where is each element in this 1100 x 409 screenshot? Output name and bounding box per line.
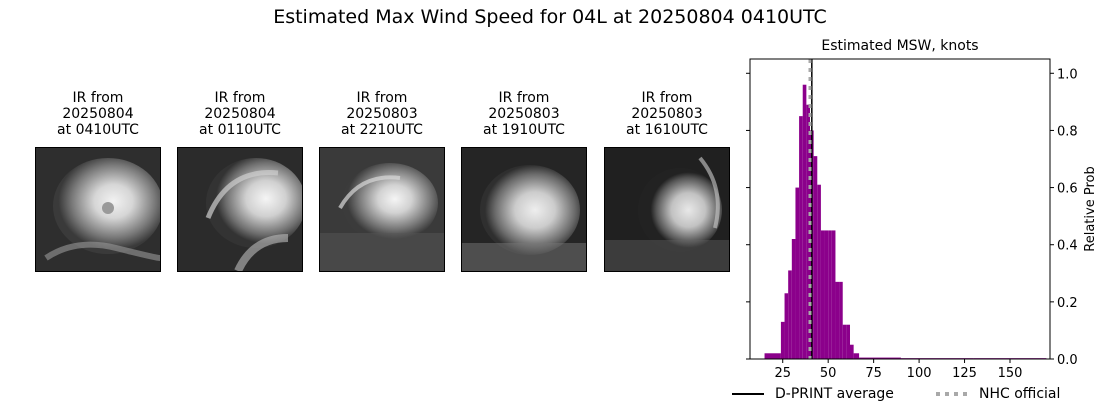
histogram-bar <box>859 357 901 359</box>
x-tick-label: 150 <box>998 366 1023 381</box>
histogram-bar <box>824 230 829 359</box>
histogram-bar <box>828 230 832 359</box>
histogram-bar <box>820 230 825 359</box>
ir-image-4 <box>461 147 587 272</box>
panel-title-line: 20250803 <box>631 106 703 122</box>
y-tick-label: 1.0 <box>1057 67 1078 82</box>
histogram-bar <box>799 116 803 360</box>
histogram-bar <box>831 230 836 359</box>
y-tick-label: 0.2 <box>1057 296 1078 311</box>
panel-title-line: at 1910UTC <box>483 122 565 138</box>
panel-title-line: 20250803 <box>346 106 418 122</box>
x-tick-label: 125 <box>952 366 977 381</box>
histogram-bar <box>795 187 800 359</box>
histogram-bar <box>835 281 840 359</box>
x-tick-label: 50 <box>820 366 837 381</box>
panel-title-line: IR from <box>641 90 693 106</box>
y-tick-label: 0.8 <box>1057 124 1078 139</box>
panel-title-line: IR from <box>498 90 550 106</box>
panel-title-line: at 1610UTC <box>626 122 708 138</box>
ir-image-1 <box>35 147 161 272</box>
panel-title-line: 20250804 <box>62 106 134 122</box>
chart-title: Estimated MSW, knots <box>821 38 978 54</box>
ir-image-2 <box>177 147 303 272</box>
histogram-bar <box>806 104 810 359</box>
histogram-bar <box>802 84 807 359</box>
y-tick-label: 0.0 <box>1057 353 1078 368</box>
panel-title-4: IR from 20250803 at 1910UTC <box>461 90 587 138</box>
histogram-bar <box>780 321 785 359</box>
x-tick-label: 25 <box>774 366 791 381</box>
panel-title-line: IR from <box>356 90 408 106</box>
legend-label: D-PRINT average <box>775 386 894 402</box>
histogram-bar <box>791 239 796 359</box>
figure-title: Estimated Max Wind Speed for 04L at 2025… <box>273 6 827 28</box>
panel-title-line: IR from <box>72 90 124 106</box>
y-axis-label: Relative Prob <box>1083 166 1098 251</box>
panel-title-1: IR from 20250804 at 0410UTC <box>35 90 161 138</box>
plot-frame <box>749 58 1051 360</box>
legend-dprint: D-PRINT average <box>732 386 894 402</box>
legend-dotted-line-icon <box>936 392 968 396</box>
panel-title-line: IR from <box>214 90 266 106</box>
histogram-bar <box>850 344 854 359</box>
panel-title-3: IR from 20250803 at 2210UTC <box>319 90 445 138</box>
histogram-bar <box>846 324 850 359</box>
panel-title-5: IR from 20250803 at 1610UTC <box>604 90 730 138</box>
panel-title-line: 20250803 <box>488 106 560 122</box>
panel-title-line: 20250804 <box>204 106 276 122</box>
histogram-bar <box>839 281 843 359</box>
histogram-bar <box>764 353 781 359</box>
x-tick-label: 100 <box>907 366 932 381</box>
histogram-bar <box>788 270 792 359</box>
x-tick-label: 75 <box>865 366 882 381</box>
panel-title-line: at 0410UTC <box>57 122 139 138</box>
y-tick-label: 0.4 <box>1057 239 1078 254</box>
histogram-bar <box>817 184 821 359</box>
panel-title-line: at 0110UTC <box>199 122 281 138</box>
panel-title-2: IR from 20250804 at 0110UTC <box>177 90 303 138</box>
y-tick-label: 0.6 <box>1057 182 1078 197</box>
legend-nhc: NHC official <box>936 386 1060 402</box>
histogram-bar <box>853 353 860 359</box>
histogram-bar <box>813 156 818 359</box>
panel-title-line: at 2210UTC <box>341 122 423 138</box>
ir-image-3 <box>319 147 445 272</box>
ir-image-5 <box>604 147 730 272</box>
histogram-bar <box>784 293 789 359</box>
histogram-bar <box>842 324 847 359</box>
legend-solid-line-icon <box>732 393 764 395</box>
legend-label: NHC official <box>979 386 1061 402</box>
